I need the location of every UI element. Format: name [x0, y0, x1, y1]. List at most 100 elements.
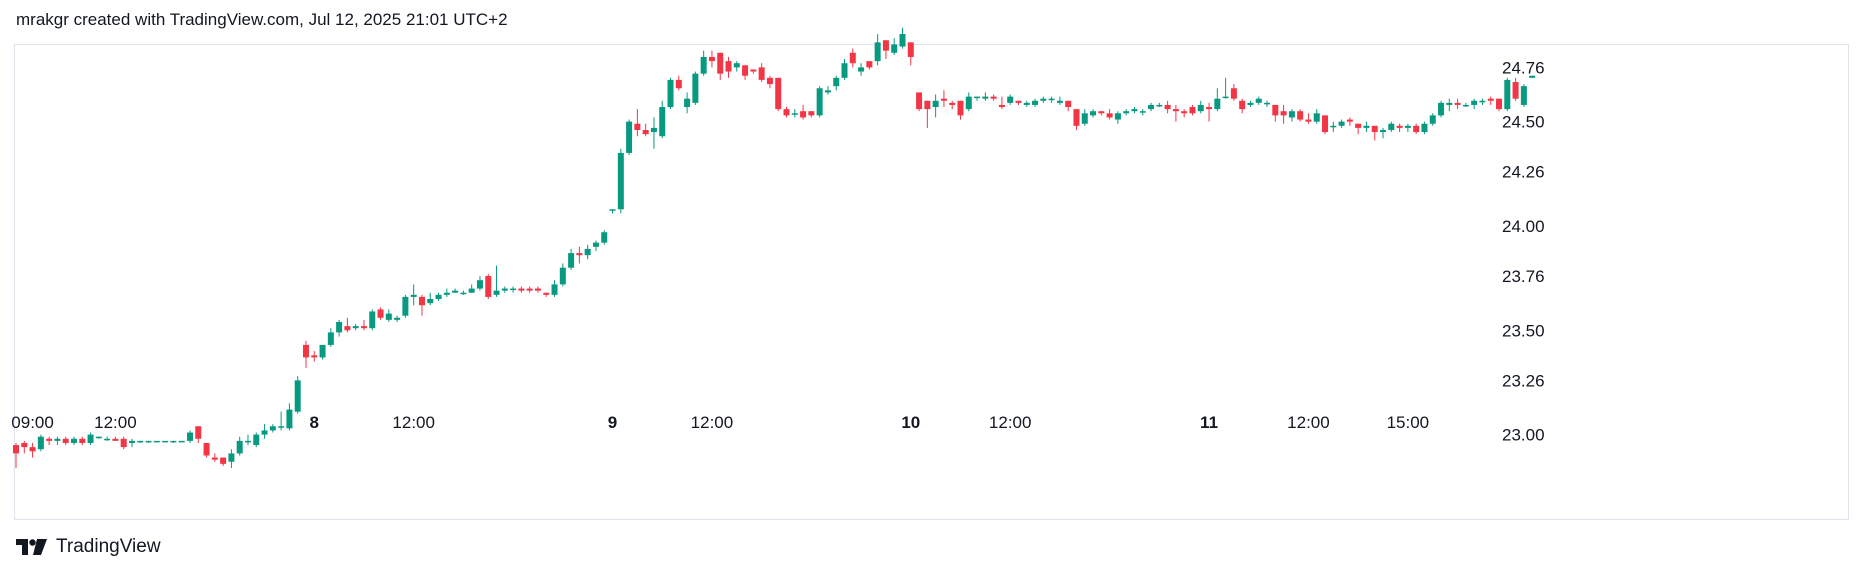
- candle-body: [162, 440, 169, 443]
- candle-body: [626, 121, 633, 153]
- x-tick-label: 12:00: [94, 413, 137, 432]
- candle-body: [1429, 115, 1436, 124]
- candle: [568, 248, 575, 270]
- candle: [1462, 102, 1469, 108]
- candle: [278, 411, 285, 431]
- candle: [866, 61, 873, 70]
- candle: [899, 27, 906, 49]
- x-tick-label: 8: [310, 413, 319, 432]
- candle: [485, 273, 492, 299]
- candle: [1032, 98, 1039, 108]
- candle: [634, 109, 641, 137]
- candle-body: [402, 296, 409, 316]
- candle-body: [1471, 100, 1478, 105]
- candle-body: [1371, 125, 1378, 133]
- candle: [1156, 102, 1163, 108]
- candle: [13, 442, 19, 468]
- candle: [1007, 94, 1014, 105]
- y-tick-label: 24.50: [1502, 113, 1545, 132]
- candle: [1454, 98, 1461, 110]
- candle: [659, 100, 666, 139]
- candle: [269, 424, 276, 433]
- candle: [1040, 96, 1047, 103]
- candle-body: [667, 79, 674, 108]
- candle-body: [476, 280, 483, 289]
- candle-body: [990, 96, 997, 99]
- candle: [21, 440, 28, 454]
- candle: [733, 61, 740, 72]
- candle-body: [800, 111, 807, 118]
- candle: [186, 430, 193, 443]
- candle: [800, 104, 807, 120]
- candle-body: [336, 321, 343, 333]
- y-tick-label: 24.00: [1502, 217, 1545, 236]
- tradingview-brand[interactable]: TradingView: [16, 536, 161, 558]
- candle-body: [87, 434, 94, 443]
- candle-body: [808, 111, 815, 116]
- candle: [377, 307, 384, 320]
- candle: [1189, 104, 1196, 116]
- candle-body: [352, 326, 359, 329]
- candle-body: [203, 442, 210, 456]
- candle-body: [1131, 109, 1138, 112]
- time-axis[interactable]: 09:00 12:00 8 12:00 9 12:00 10 12:00 11 12:00 15:0…: [11, 413, 1429, 432]
- price-axis[interactable]: 24.76 24.50 24.26 24.00 23.76 23.50 23.26 23.00: [1502, 58, 1545, 444]
- candle: [112, 436, 119, 441]
- candle: [1255, 96, 1262, 105]
- candle: [957, 100, 964, 120]
- candle: [79, 436, 86, 446]
- candles-layer: [13, 27, 1536, 468]
- candle: [717, 52, 724, 80]
- candle: [360, 319, 367, 331]
- candle: [642, 123, 649, 137]
- candle-body: [1520, 86, 1527, 105]
- candle: [178, 440, 185, 443]
- candle: [750, 69, 757, 74]
- candle-body: [1313, 113, 1320, 122]
- candle-body: [559, 267, 566, 285]
- candle: [609, 209, 616, 214]
- candle-body: [1172, 109, 1179, 112]
- candle-body: [493, 290, 500, 295]
- candle-body: [717, 52, 724, 74]
- candle: [476, 276, 483, 291]
- candle: [302, 340, 309, 368]
- candle-body: [551, 284, 558, 295]
- candle-body: [1479, 100, 1486, 103]
- candle-body: [1007, 96, 1014, 103]
- candle: [1429, 113, 1436, 126]
- candle: [1023, 100, 1030, 108]
- candle: [402, 294, 409, 318]
- candle: [990, 94, 997, 101]
- candle-body: [228, 453, 235, 462]
- candle-body: [460, 292, 467, 295]
- candle-body: [1032, 100, 1039, 105]
- candle-body: [443, 292, 450, 295]
- candle: [443, 288, 450, 297]
- candle-body: [775, 77, 782, 110]
- candle-body: [410, 294, 417, 297]
- candle-body: [675, 79, 682, 89]
- candle: [940, 90, 947, 108]
- candle: [675, 75, 682, 91]
- candle-body: [1098, 111, 1105, 114]
- candle: [128, 438, 135, 448]
- candle: [518, 286, 525, 293]
- candle-body: [485, 276, 492, 297]
- candle-body: [286, 409, 293, 429]
- candle: [1081, 109, 1088, 126]
- candle-body: [1413, 125, 1420, 133]
- candle: [700, 50, 707, 76]
- candle-body: [766, 77, 773, 85]
- candle: [932, 94, 939, 118]
- candle-body: [849, 52, 856, 64]
- candle: [617, 148, 624, 214]
- candle-body: [882, 40, 889, 51]
- candle-body: [302, 344, 309, 358]
- candle-body: [1305, 119, 1312, 122]
- candle-body: [1396, 125, 1403, 128]
- candle-body: [1487, 98, 1494, 101]
- candle: [220, 457, 227, 466]
- candle: [626, 119, 633, 156]
